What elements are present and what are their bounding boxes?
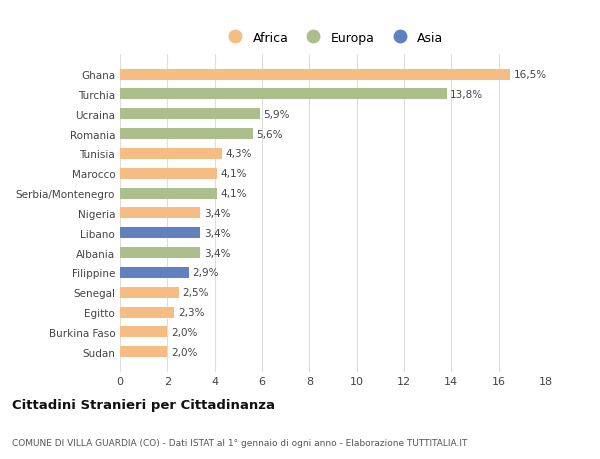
Bar	[120, 149, 222, 160]
Bar	[120, 307, 175, 318]
Text: 3,4%: 3,4%	[204, 248, 230, 258]
Bar	[120, 69, 511, 80]
Bar	[120, 89, 446, 100]
Text: 3,4%: 3,4%	[204, 228, 230, 238]
Text: Cittadini Stranieri per Cittadinanza: Cittadini Stranieri per Cittadinanza	[12, 398, 275, 412]
Text: 13,8%: 13,8%	[450, 90, 483, 100]
Bar	[120, 109, 260, 120]
Text: 3,4%: 3,4%	[204, 208, 230, 218]
Text: 4,1%: 4,1%	[221, 169, 247, 179]
Text: 4,3%: 4,3%	[226, 149, 252, 159]
Bar	[120, 347, 167, 358]
Text: 4,1%: 4,1%	[221, 189, 247, 199]
Text: 5,6%: 5,6%	[256, 129, 283, 139]
Bar	[120, 129, 253, 140]
Text: 5,9%: 5,9%	[263, 110, 290, 119]
Bar	[120, 188, 217, 199]
Bar	[120, 168, 217, 179]
Bar	[120, 247, 200, 258]
Bar	[120, 208, 200, 219]
Bar	[120, 327, 167, 338]
Bar	[120, 228, 200, 239]
Text: 2,5%: 2,5%	[183, 288, 209, 297]
Text: 2,3%: 2,3%	[178, 308, 205, 317]
Legend: Africa, Europa, Asia: Africa, Europa, Asia	[218, 27, 449, 50]
Text: 2,0%: 2,0%	[171, 347, 197, 357]
Text: 2,0%: 2,0%	[171, 327, 197, 337]
Text: COMUNE DI VILLA GUARDIA (CO) - Dati ISTAT al 1° gennaio di ogni anno - Elaborazi: COMUNE DI VILLA GUARDIA (CO) - Dati ISTA…	[12, 438, 467, 447]
Text: 16,5%: 16,5%	[514, 70, 547, 80]
Bar	[120, 267, 188, 278]
Bar	[120, 287, 179, 298]
Text: 2,9%: 2,9%	[192, 268, 218, 278]
